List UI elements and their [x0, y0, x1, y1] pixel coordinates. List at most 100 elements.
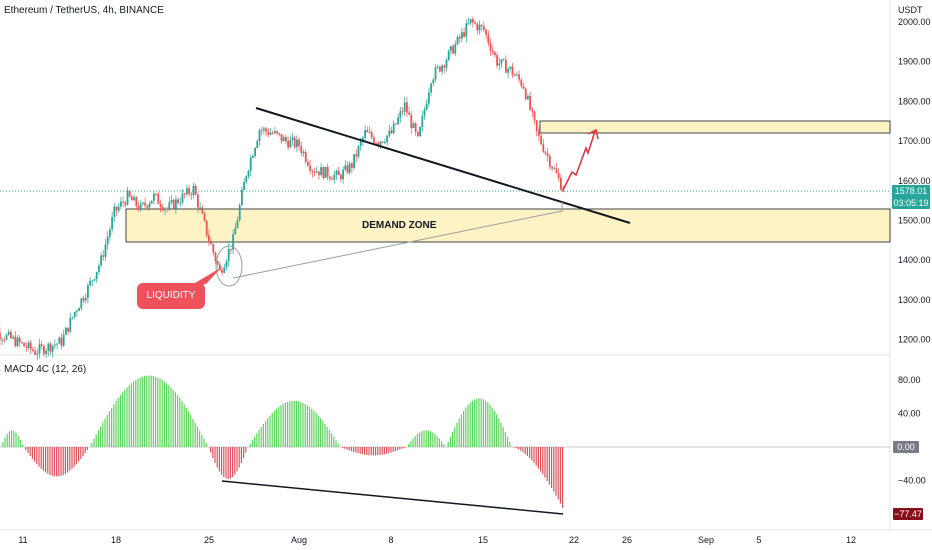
candle-body: [225, 261, 228, 268]
candle-body: [0, 332, 1, 340]
candle-body: [300, 146, 303, 153]
candle-body: [538, 131, 540, 136]
macd-bar: [62, 447, 64, 475]
candle-body: [500, 59, 503, 64]
symbol-title[interactable]: Ethereum / TetherUS, 4h, BINANCE: [4, 5, 164, 16]
candle-body: [146, 205, 149, 208]
candle-body: [417, 131, 419, 137]
candle-body: [100, 255, 102, 266]
candle-body: [342, 169, 344, 180]
candle-body: [531, 109, 534, 112]
time-tick-label: 11: [18, 535, 27, 545]
macd-bar: [27, 447, 29, 454]
macd-bar: [260, 426, 262, 447]
candle-body: [135, 197, 138, 206]
macd-bar: [322, 420, 324, 447]
macd-bar: [280, 405, 282, 447]
macd-bar: [353, 447, 355, 452]
macd-bar: [97, 430, 99, 447]
macd-bar: [17, 435, 19, 447]
macd-bar: [537, 447, 539, 469]
macd-bar: [210, 447, 212, 453]
macd-bar: [102, 422, 104, 447]
macd-divergence-line[interactable]: [221, 480, 564, 515]
time-tick-label: 5: [756, 535, 761, 545]
macd-bar: [95, 434, 97, 447]
macd-bar: [56, 447, 58, 477]
macd-bar: [410, 441, 412, 447]
liquidity-circle[interactable]: [215, 245, 243, 287]
liquidity-pool-callout[interactable]: LIQUIDITY pool: [137, 283, 205, 327]
price-tick-label: 1700.00: [898, 136, 931, 146]
macd-bar: [174, 392, 176, 447]
demand-zone-label: DEMAND ZONE: [362, 220, 437, 231]
macd-bar: [463, 410, 465, 447]
macd-bar: [194, 422, 196, 447]
last-price-value: 1578.01: [894, 186, 928, 196]
candle-body: [491, 50, 494, 53]
descending-trendline[interactable]: [255, 107, 631, 224]
candle-body: [168, 202, 171, 209]
macd-bar: [119, 395, 121, 447]
macd-bar: [223, 447, 225, 477]
macd-title[interactable]: MACD 4C (12, 26): [4, 364, 87, 375]
candle-body: [58, 337, 61, 344]
candle-body: [520, 79, 523, 87]
macd-bar: [100, 426, 102, 447]
candle-body: [82, 298, 85, 301]
candle-body: [260, 130, 263, 132]
time-axis[interactable]: 11 18 25 Aug 8 15 22 26 Sep 5 12: [18, 535, 856, 545]
candle-body: [533, 111, 536, 121]
macd-bar: [397, 447, 399, 451]
candle-body: [291, 137, 294, 141]
candle-body: [247, 170, 250, 176]
candle-body: [210, 240, 212, 245]
candle-body: [348, 163, 351, 173]
candle-body: [480, 24, 483, 27]
candle-body: [263, 128, 265, 131]
candle-body: [335, 170, 338, 175]
demand-zone-box[interactable]: [125, 208, 891, 243]
macd-bar: [104, 418, 106, 447]
candle-body: [201, 207, 204, 214]
macd-bar: [311, 408, 313, 447]
macd-bar: [216, 447, 218, 468]
macd-bar: [548, 447, 550, 485]
macd-bar: [544, 447, 546, 478]
candle-body: [280, 134, 283, 142]
candle-body: [412, 123, 415, 129]
rising-liquidity-line[interactable]: [232, 210, 563, 279]
candle-body: [126, 190, 129, 205]
macd-bar: [73, 447, 75, 467]
macd-bar: [432, 432, 434, 447]
candle-body: [51, 345, 54, 352]
macd-bar: [190, 414, 192, 447]
candle-body: [76, 311, 78, 313]
macd-bar: [221, 447, 223, 475]
projection-arrow-path[interactable]: [562, 130, 596, 191]
candle-body: [67, 327, 69, 332]
price-axis[interactable]: 2000.00 1900.00 1800.00 1700.00 1600.00 1500.…: [898, 17, 931, 345]
macd-bar: [45, 447, 47, 473]
macd-bar: [276, 408, 278, 447]
candle-body: [496, 54, 498, 66]
candle-body: [12, 336, 14, 339]
candle-body: [29, 342, 32, 350]
candle-body: [307, 161, 309, 166]
macd-bar: [130, 383, 132, 447]
candle-body: [557, 173, 560, 178]
macd-bar: [115, 401, 117, 447]
macd-bar: [335, 440, 337, 447]
macd-axis[interactable]: 80.00 40.00 −40.00: [898, 375, 926, 486]
candle-body: [344, 165, 347, 170]
macd-bar: [403, 447, 405, 448]
candle-body: [16, 337, 19, 347]
macd-bar: [185, 407, 187, 447]
candle-body: [465, 23, 468, 37]
candle-body: [309, 165, 311, 171]
candle-body: [388, 130, 391, 136]
macd-bar: [75, 447, 77, 465]
candle-body: [137, 205, 140, 210]
supply-zone-box[interactable]: [539, 120, 891, 134]
